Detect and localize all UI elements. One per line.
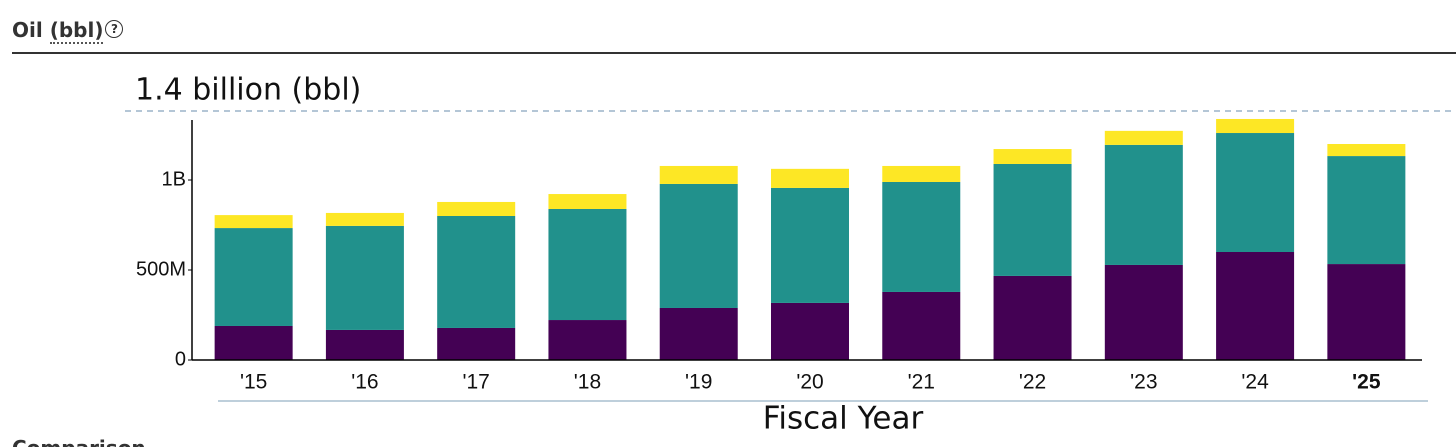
x-tick-label: '16: [351, 371, 378, 394]
bar-segment: [993, 149, 1072, 164]
bar-segment: [993, 163, 1072, 276]
bar-segment: [437, 216, 516, 328]
header-unit[interactable]: (bbl): [49, 18, 104, 44]
section-header: Oil (bbl)?: [12, 18, 124, 44]
x-tick-label: '21: [908, 371, 935, 394]
x-axis-label: Fiscal Year: [763, 401, 924, 437]
bar-segment: [214, 325, 293, 360]
bar-segment: [1216, 252, 1295, 360]
bar-segment: [437, 327, 516, 360]
bar-segment: [437, 201, 516, 216]
bar-segment: [214, 228, 293, 326]
x-tick-label: '15: [240, 371, 267, 394]
bar-segment: [1327, 156, 1406, 265]
y-tick-label: 1B: [162, 168, 186, 190]
x-tick-label: '18: [574, 371, 601, 394]
bar-segment: [214, 215, 293, 229]
header-rule: [12, 52, 1456, 54]
bar-segment: [659, 307, 738, 360]
x-tick-label: '25: [1352, 371, 1381, 394]
y-tick-label: 500M: [136, 258, 186, 280]
bar-segment: [882, 181, 961, 292]
x-tick-label: '19: [685, 371, 712, 394]
bar-segment: [1104, 264, 1183, 360]
bar-segment: [1104, 130, 1183, 145]
annotation: 1.4 billion (bbl): [135, 73, 361, 108]
bar-segment: [771, 302, 849, 360]
bar-segment: [771, 187, 849, 303]
bar-segment: [882, 165, 961, 182]
header-label: Oil: [12, 18, 43, 42]
bar-segment: [548, 194, 627, 209]
bar-segment: [1327, 144, 1406, 157]
x-tick-label: '24: [1241, 371, 1269, 394]
bar-segment: [882, 291, 961, 360]
help-icon[interactable]: ?: [105, 20, 124, 38]
y-tick-label: 0: [175, 348, 186, 370]
next-heading: Comparison: [12, 436, 146, 447]
bar-segment: [1216, 133, 1295, 252]
bar-segment: [548, 320, 627, 360]
bar-segment: [1104, 144, 1183, 265]
bar-segment: [325, 329, 404, 360]
bar-segment: [548, 208, 627, 321]
x-tick-label: '23: [1130, 371, 1157, 394]
bar-segment: [1216, 118, 1295, 134]
x-tick-label: '22: [1019, 371, 1046, 394]
bar-segment: [771, 168, 849, 188]
bar-segment: [659, 165, 738, 184]
bar-segment: [1327, 264, 1406, 360]
bar-segment: [993, 275, 1072, 360]
bar-segment: [659, 183, 738, 308]
x-tick-label: '17: [462, 371, 489, 394]
bar-segment: [325, 212, 404, 226]
x-tick-label: '20: [796, 371, 823, 394]
bar-segment: [325, 225, 404, 330]
